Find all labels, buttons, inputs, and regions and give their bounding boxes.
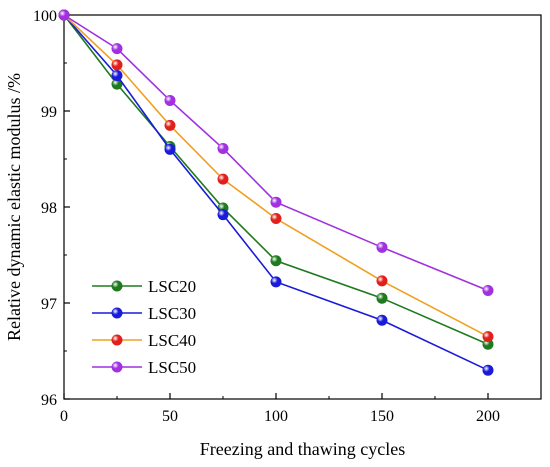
legend-marker (111, 361, 123, 373)
legend-item-lsc30: LSC30 (92, 304, 196, 323)
x-tick-label: 150 (370, 408, 394, 425)
legend-label: LSC40 (148, 331, 196, 350)
data-point (164, 119, 176, 131)
data-point (58, 9, 70, 21)
x-tick-label: 0 (60, 408, 68, 425)
y-tick-label: 96 (41, 392, 57, 409)
plot-frame (63, 14, 542, 400)
data-point (482, 331, 494, 343)
data-point (376, 292, 388, 304)
data-point (164, 143, 176, 155)
y-tick-label: 100 (33, 8, 57, 25)
legend-item-lsc50: LSC50 (92, 358, 196, 377)
data-point (217, 142, 229, 154)
series-lsc20 (58, 9, 494, 350)
legend: LSC20 LSC30 LSC40 LSC50 (92, 277, 196, 377)
y-axis-title: Relative dynamic elastic modulus /% (4, 73, 24, 341)
legend-label: LSC30 (148, 304, 196, 323)
x-tick-label: 100 (264, 408, 288, 425)
data-point (111, 78, 123, 90)
y-tick-label: 98 (41, 200, 57, 217)
x-tick-label: 50 (162, 408, 178, 425)
plot-axes: 0 50 100 150 200 96 97 98 99 100 (33, 8, 542, 425)
data-point (482, 285, 494, 297)
series-line (63, 14, 489, 292)
legend-marker (111, 307, 123, 319)
x-tick-label: 200 (476, 408, 500, 425)
legend-item-lsc40: LSC40 (92, 331, 196, 350)
legend-label: LSC20 (148, 277, 196, 296)
data-point (270, 213, 282, 225)
y-tick-label: 97 (41, 296, 57, 313)
data-point (111, 59, 123, 71)
data-point (376, 241, 388, 253)
series-lsc40 (58, 9, 494, 343)
y-tick-label: 99 (41, 104, 57, 121)
legend-marker (111, 334, 123, 346)
data-point (217, 209, 229, 221)
data-point (376, 275, 388, 287)
series-line (63, 14, 489, 338)
series-lsc50 (58, 9, 494, 297)
legend-label: LSC50 (148, 358, 196, 377)
data-point (164, 94, 176, 106)
data-point (111, 69, 123, 81)
legend-item-lsc20: LSC20 (92, 277, 196, 296)
data-point (217, 173, 229, 185)
data-point (482, 364, 494, 376)
data-point (111, 43, 123, 55)
data-point (270, 276, 282, 288)
series-layer (58, 9, 494, 376)
data-point (376, 314, 388, 326)
data-point (482, 338, 494, 350)
series-lsc30 (58, 9, 494, 376)
data-point (270, 255, 282, 267)
data-point (270, 196, 282, 208)
series-line (63, 14, 489, 346)
x-axis-title: Freezing and thawing cycles (200, 439, 405, 459)
legend-marker (111, 280, 123, 292)
